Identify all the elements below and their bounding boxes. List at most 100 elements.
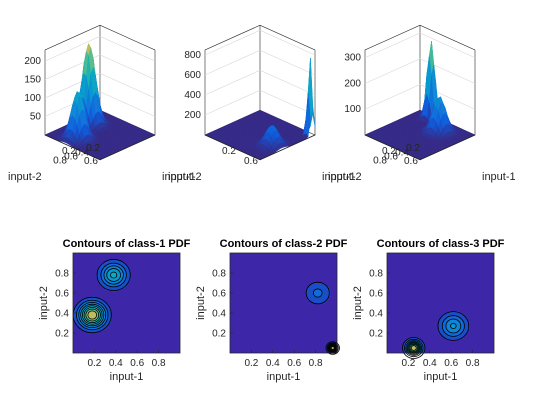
contour-cell	[96, 316, 99, 319]
contour-cell	[440, 323, 443, 325]
contour-cell	[445, 319, 448, 322]
y-axis-label: input-2	[352, 286, 364, 320]
contour-cell	[308, 296, 311, 299]
contour-cell	[460, 331, 463, 334]
contour-cell	[87, 301, 90, 304]
contour-cell	[101, 301, 104, 304]
contour-cell	[85, 324, 88, 327]
contour-cell	[112, 261, 115, 264]
contour-cell	[80, 326, 83, 329]
contour-cell	[326, 294, 329, 297]
contour-cell	[97, 276, 101, 279]
contour-cell	[442, 324, 445, 327]
contour-cell	[106, 276, 109, 279]
contour-cell	[74, 314, 77, 317]
contour-cell	[78, 324, 81, 327]
z-tick-label: 800	[184, 50, 201, 61]
contour-cell	[117, 268, 120, 270]
contour-cell	[114, 288, 117, 290]
contour-cell	[406, 339, 409, 342]
contour-line	[402, 337, 426, 359]
y-tick-label: 0.6	[384, 151, 398, 162]
contour-cell	[99, 319, 102, 322]
contour-cell	[115, 286, 118, 289]
contour-cell	[89, 313, 92, 315]
contour-cell	[117, 271, 120, 274]
contour-cell	[452, 338, 456, 340]
contour-line	[404, 338, 424, 358]
contour-cell	[315, 299, 318, 302]
contour-cell	[97, 308, 101, 310]
contour-cell	[449, 323, 452, 325]
x-tick-label: 0.4	[109, 358, 123, 369]
contour-cell	[101, 271, 104, 274]
contour-cell	[419, 341, 422, 344]
contour-cell	[447, 324, 450, 327]
contour-cell	[410, 338, 413, 340]
contour-cell	[324, 298, 327, 300]
contour-cell	[105, 309, 108, 312]
contour-cell	[85, 299, 88, 302]
contour-cell	[444, 336, 447, 339]
contour-cell	[122, 278, 126, 280]
contour-cell	[96, 304, 99, 307]
contour-cell	[445, 329, 448, 332]
contour-cell	[106, 306, 109, 309]
contour-cell	[74, 321, 77, 324]
contour-cell	[85, 329, 88, 332]
contour-cell	[322, 284, 325, 287]
contour-cell	[108, 309, 111, 312]
x-tick-label: 0.2	[87, 358, 101, 369]
x-tick-label: 0.6	[130, 358, 144, 369]
contour-cell	[408, 338, 411, 340]
contour-cell	[452, 319, 456, 322]
contour-line	[85, 308, 100, 322]
y-tick-label: 0.2	[86, 143, 100, 154]
contour-cell	[460, 319, 463, 322]
contour-cell	[101, 313, 104, 315]
contour-cell	[99, 283, 102, 285]
contour-cell	[456, 316, 459, 319]
contour-cell	[126, 268, 129, 270]
contour-cell	[103, 281, 106, 284]
contour-cell	[454, 329, 457, 332]
contour-cell	[315, 289, 318, 292]
x-tick-label: 0.2	[382, 146, 396, 157]
contour-cell	[115, 284, 118, 287]
contour-cell	[320, 288, 324, 290]
contour-cell	[456, 328, 459, 330]
contour-cell	[105, 281, 108, 284]
contour-cell	[110, 279, 113, 282]
contour-cell	[99, 281, 102, 284]
contour-line	[76, 299, 109, 331]
contour-cell	[442, 326, 445, 329]
x-tick-label: 0.6	[404, 156, 418, 167]
contour-cell	[103, 303, 106, 305]
contour-cell	[115, 261, 118, 264]
contour-cell	[320, 299, 324, 302]
contour-cell	[85, 326, 88, 329]
contour-cell	[452, 316, 456, 319]
contour-cell	[110, 269, 113, 272]
contour-cell	[458, 323, 461, 325]
y-tick-label: 0.2	[369, 329, 383, 340]
contour-cell	[122, 274, 126, 277]
contour-cell	[112, 276, 115, 279]
contour-cell	[456, 338, 459, 340]
contour-cell	[101, 311, 104, 314]
contour-cell	[403, 348, 406, 350]
contour-cell	[417, 343, 420, 345]
contour-cell	[438, 324, 441, 327]
contour-cell	[124, 279, 127, 282]
contour-cell	[105, 316, 108, 319]
contour-cell	[99, 316, 102, 319]
contour-cell	[451, 313, 454, 315]
contour-cell	[463, 321, 466, 324]
contour-line	[328, 344, 337, 352]
chart-title: Contours of class-3 PDF	[377, 238, 505, 250]
contour-cell	[83, 309, 86, 312]
plot-area	[387, 253, 494, 353]
contour-cell	[460, 314, 463, 317]
contour-cell	[81, 324, 84, 327]
contour-cell	[83, 329, 86, 332]
